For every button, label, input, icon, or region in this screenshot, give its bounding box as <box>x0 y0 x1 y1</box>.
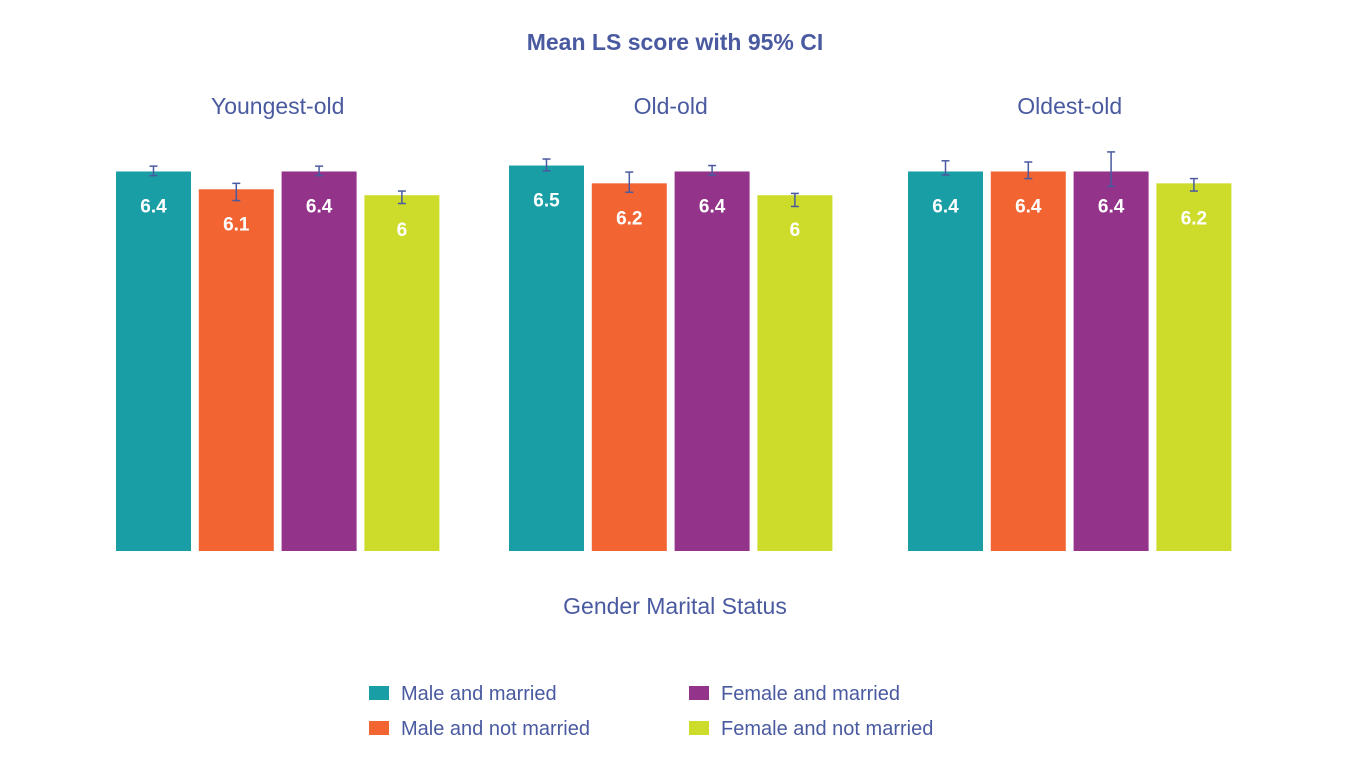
legend-label: Female and married <box>721 683 900 705</box>
legend-item: Female and married <box>689 683 900 705</box>
legend-item: Female and not married <box>689 718 933 740</box>
legend-swatch <box>689 686 709 700</box>
data-label: 6 <box>790 220 801 241</box>
data-label: 6.4 <box>1015 196 1042 217</box>
bar <box>1073 171 1149 552</box>
bar <box>198 189 274 551</box>
legend-item: Male and married <box>369 683 557 705</box>
bar <box>281 171 357 552</box>
data-label: 6.5 <box>533 191 560 212</box>
legend: Male and married Male and not married Fema… <box>369 683 933 740</box>
chart-title: Mean LS score with 95% CI <box>527 29 824 55</box>
panel-title: Oldest-old <box>1017 93 1122 119</box>
panel-title: Youngest-old <box>211 93 344 119</box>
bar <box>757 195 833 551</box>
legend-swatch <box>369 686 389 700</box>
legend-label: Male and married <box>401 683 557 705</box>
bar <box>509 165 584 552</box>
data-label: 6.2 <box>616 208 642 229</box>
panel-1: Youngest-old 6.4 6.1 6.4 6 <box>116 93 440 552</box>
bar <box>674 171 750 552</box>
legend-label: Male and not married <box>401 718 590 740</box>
data-label: 6.4 <box>932 196 959 217</box>
panel-2: Old-old 6.5 6.2 6.4 6 <box>509 93 833 552</box>
legend-swatch <box>689 721 709 735</box>
bar <box>990 171 1066 552</box>
bar <box>1156 183 1232 551</box>
panel-title: Old-old <box>634 93 708 119</box>
data-label: 6.2 <box>1181 208 1207 229</box>
bar <box>591 183 667 551</box>
legend-item: Male and not married <box>369 718 590 740</box>
legend-swatch <box>369 721 389 735</box>
data-label: 6.1 <box>223 214 250 235</box>
data-label: 6 <box>397 220 408 241</box>
data-label: 6.4 <box>1098 196 1125 217</box>
chart-panels: Youngest-old6.46.16.46Old-old6.56.26.46O… <box>116 93 1232 552</box>
data-label: 6.4 <box>699 196 726 217</box>
x-axis-label: Gender Marital Status <box>563 593 787 619</box>
data-label: 6.4 <box>306 196 333 217</box>
bar <box>116 171 191 552</box>
bar <box>908 171 983 552</box>
legend-label: Female and not married <box>721 718 933 740</box>
bar <box>364 195 440 551</box>
panel-3: Oldest-old 6.4 6.4 6.4 6.2 <box>908 93 1232 552</box>
data-label: 6.4 <box>140 196 167 217</box>
